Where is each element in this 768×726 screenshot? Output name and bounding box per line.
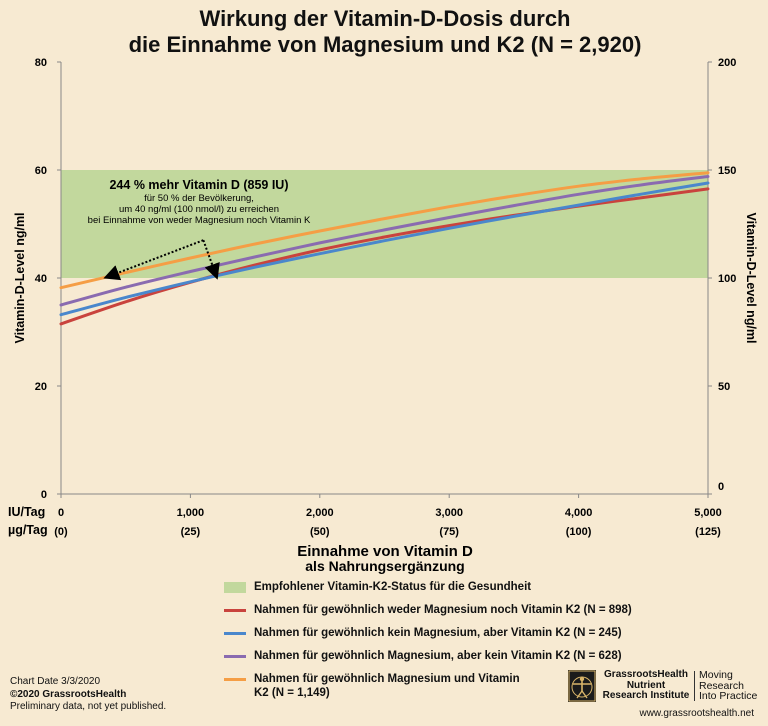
legend-swatch-series-4: [224, 678, 246, 681]
y-tick-label-right-3: 150: [718, 165, 736, 177]
chart-title: Wirkung der Vitamin-D-Dosis durch die Ei…: [60, 6, 710, 58]
x-unit-label-iu: IU/Tag: [8, 505, 45, 519]
line-chart: 0 20 40 60 80 0 50 100 150 200 IU/Tag µg/Tag 0 (0) 1,0…: [8, 57, 758, 574]
x-axis-title-line1: Einnahme von Vitamin D: [297, 543, 473, 560]
y-axis-title-right: Vitamin-D-Level ng/ml: [744, 212, 758, 343]
legend-item-band: Empfohlener Vitamin-K2-Status für die Ge…: [224, 578, 744, 601]
legend-item-series-1: Nahmen für gewöhnlich weder Magnesium no…: [224, 601, 744, 624]
logo-divider: [694, 671, 695, 701]
chart-date: Chart Date 3/3/2020: [10, 676, 101, 687]
footer-info: Chart Date 3/3/2020 ©2020 GrassrootsHeal…: [10, 676, 166, 714]
annotation-arrow-1: [103, 239, 204, 281]
x-tick-label2-2: (50): [310, 526, 330, 538]
x-tick-label2-0: (0): [54, 526, 68, 538]
y-tick-label-right-1: 50: [718, 381, 730, 393]
annotation-line3: um 40 ng/ml (100 nmol/l) zu erreichen: [119, 204, 279, 215]
vitruvian-logo-icon: [568, 670, 596, 702]
y-tick-label-right-4: 200: [718, 57, 736, 69]
x-tick-label-2: 2,000: [306, 507, 334, 519]
logo-line1: GrassrootsHealth: [604, 669, 688, 680]
logo-line2: Nutrient: [626, 679, 666, 691]
x-axis-title-line2: als Nahrungsergänzung: [305, 558, 464, 574]
y-tick-label-right-0: 0: [718, 481, 724, 493]
logo-tagline: Moving Research Into Practice: [699, 670, 759, 702]
x-tick-label-0: 0: [58, 507, 64, 519]
annotation-line2: für 50 % der Bevölkerung,: [144, 193, 254, 204]
x-tick-label2-4: (100): [566, 526, 592, 538]
tagline-line3: Into Practice: [699, 690, 758, 702]
tagline-line1: Moving: [699, 669, 733, 681]
logo-line3: Research Institute: [602, 690, 690, 701]
annotation-headline: 244 % mehr Vitamin D (859 IU): [109, 178, 288, 192]
legend-label-series-1: Nahmen für gewöhnlich weder Magnesium no…: [254, 604, 632, 616]
legend-label-series-3: Nahmen für gewöhnlich Magnesium, aber ke…: [254, 650, 622, 662]
chart-title-line1: Wirkung der Vitamin-D-Dosis durch: [199, 6, 571, 31]
tagline-line2: Research: [699, 679, 744, 692]
y-tick-label-left-4: 80: [35, 57, 47, 69]
x-tick-label-3: 3,000: [435, 507, 463, 519]
website-link[interactable]: www.grassrootshealth.net: [639, 708, 754, 719]
series-line-3: [59, 175, 710, 307]
legend-swatch-series-3: [224, 655, 246, 658]
copyright: ©2020 GrassrootsHealth: [10, 688, 127, 700]
legend-swatch-band: [224, 582, 246, 593]
x-tick-label2-5: (125): [695, 526, 721, 538]
x-tick-label-4: 4,000: [565, 507, 593, 519]
legend-label-series-4: Nahmen für gewöhnlich Magnesium und Vita…: [254, 673, 520, 699]
x-tick-label2-1: (25): [181, 526, 201, 538]
legend-label-band: Empfohlener Vitamin-K2-Status für die Ge…: [254, 581, 532, 593]
series-line-4: [59, 171, 710, 290]
legend-item-series-4: Nahmen für gewöhnlich Magnesium und Vita…: [224, 670, 744, 700]
logo-wordmark: GrassrootsHealth Nutrient Research Insti…: [600, 669, 692, 702]
annotation-line4: bei Einnahme von weder Magnesium noch Vi…: [88, 215, 311, 226]
x-tick-label2-3: (75): [439, 526, 459, 538]
x-tick-label-1: 1,000: [177, 507, 205, 519]
y-tick-label-right-2: 100: [718, 273, 736, 285]
recommended-band: [61, 170, 708, 278]
legend-label-series-2: Nahmen für gewöhnlich kein Magnesium, ab…: [254, 627, 622, 639]
legend-swatch-series-2: [224, 632, 246, 635]
x-tick-label-5: 5,000: [694, 507, 722, 519]
legend: Empfohlener Vitamin-K2-Status für die Ge…: [224, 578, 744, 700]
legend-swatch-series-1: [224, 609, 246, 612]
legend-item-series-2: Nahmen für gewöhnlich kein Magnesium, ab…: [224, 624, 744, 647]
chart-title-line2: die Einnahme von Magnesium und K2 (N = 2…: [128, 32, 642, 57]
y-tick-label-left-1: 20: [35, 381, 47, 393]
series-line-2: [59, 181, 710, 317]
y-tick-label-left-0: 0: [41, 489, 47, 501]
legend-item-series-3: Nahmen für gewöhnlich Magnesium, aber ke…: [224, 647, 744, 670]
y-tick-label-left-3: 60: [35, 165, 47, 177]
y-tick-label-left-2: 40: [35, 273, 47, 285]
x-unit-label-ug: µg/Tag: [8, 523, 48, 537]
preliminary-note: Preliminary data, not yet published.: [10, 701, 167, 712]
grassroots-logo: GrassrootsHealth Nutrient Research Insti…: [568, 669, 759, 704]
y-axis-title-left: Vitamin-D-Level ng/ml: [13, 212, 27, 343]
